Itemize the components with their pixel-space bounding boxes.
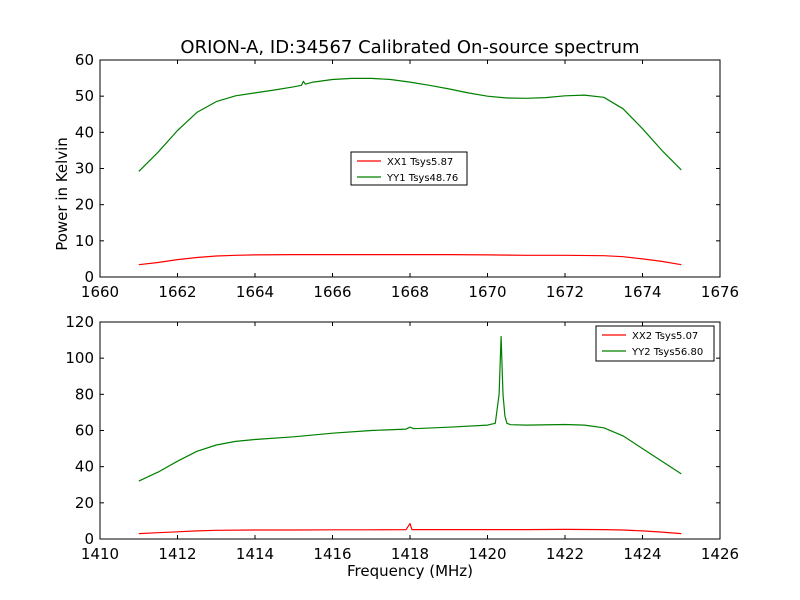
legend: XX2 Tsys5.07 YY2 Tsys56.80 — [595, 325, 715, 362]
series-line-1-1 — [138, 254, 682, 266]
x-tick-label: 1426 — [701, 545, 739, 563]
x-tick-label: 1664 — [236, 283, 274, 301]
y-tick-label: 80 — [75, 385, 94, 403]
x-tick-label: 1424 — [623, 545, 661, 563]
series-line-2-1 — [138, 522, 682, 535]
legend-box — [350, 151, 468, 186]
bottom-plot: 1410 1412 1414 1416 1418 1420 1422 1424 1426 0 20 4… — [65, 313, 739, 563]
top-plot: 1660 1662 1664 1666 1668 1670 1672 1674 1676 0 10 2… — [75, 51, 739, 301]
x-tick-label: 1418 — [391, 545, 429, 563]
y-tick-label: 20 — [75, 196, 94, 214]
y-tick-label: 30 — [75, 160, 94, 178]
series-line-1-2 — [138, 77, 682, 172]
y-tick-label: 10 — [75, 232, 94, 250]
x-tick-label: 1672 — [546, 283, 584, 301]
legend-label: XX2 Tsys5.07 — [632, 331, 698, 342]
x-tick-label: 1414 — [236, 545, 274, 563]
x-tick-label: 1422 — [546, 545, 584, 563]
y-tick-label: 50 — [75, 87, 94, 105]
legend-label: XX1 Tsys5.87 — [387, 157, 453, 168]
y-tick-label: 120 — [65, 313, 94, 331]
y-tick-label: 60 — [75, 51, 94, 69]
y-tick-label: 40 — [75, 123, 94, 141]
chart-title: ORION-A, ID:34567 Calibrated On-source s… — [180, 37, 639, 58]
y-axis-label: Power in Kelvin — [53, 137, 71, 251]
x-tick-label: 1676 — [701, 283, 739, 301]
x-tick-label: 1666 — [313, 283, 351, 301]
x-tick-label: 1660 — [81, 283, 119, 301]
x-tick-label: 1416 — [313, 545, 351, 563]
x-tick-label: 1420 — [468, 545, 506, 563]
x-tick-label: 1668 — [391, 283, 429, 301]
y-tick-label: 0 — [84, 530, 94, 548]
x-tick-label: 1674 — [623, 283, 661, 301]
x-tick-label: 1670 — [468, 283, 506, 301]
legend-label: YY2 Tsys56.80 — [631, 347, 703, 358]
x-axis-label: Frequency (MHz) — [347, 562, 473, 580]
y-tick-label: 40 — [75, 458, 94, 476]
legend: XX1 Tsys5.87 YY1 Tsys48.76 — [350, 151, 468, 186]
x-tick-label: 1662 — [158, 283, 196, 301]
legend-label: YY1 Tsys48.76 — [386, 173, 458, 184]
y-tick-label: 0 — [84, 268, 94, 286]
y-tick-label: 60 — [75, 422, 94, 440]
x-tick-label: 1412 — [158, 545, 196, 563]
x-tick-label: 1410 — [81, 545, 119, 563]
series-line-2-2 — [138, 335, 682, 482]
y-tick-label: 20 — [75, 494, 94, 512]
y-tick-label: 100 — [65, 349, 94, 367]
legend-box — [595, 325, 715, 362]
